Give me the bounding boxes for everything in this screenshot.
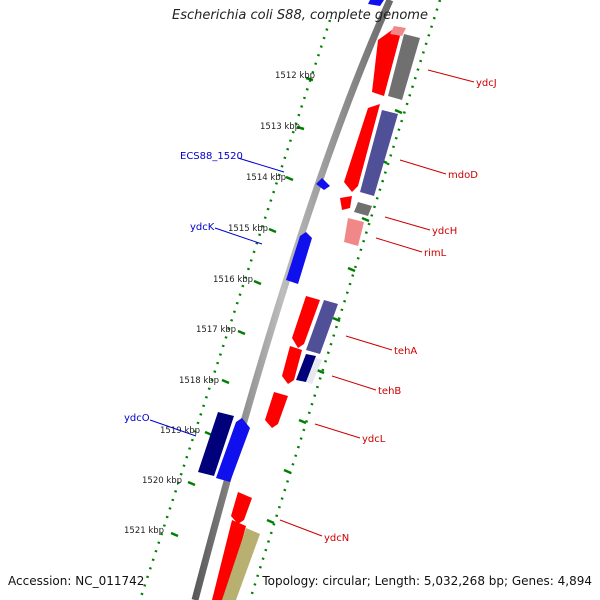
right-leader-lines — [279, 69, 475, 537]
gene-label-ydcJ: ydcJ — [476, 78, 497, 89]
gene-feature-tehB-white — [306, 358, 322, 384]
gene-label-tehA: tehA — [394, 346, 417, 357]
left-major-ticks — [170, 76, 314, 538]
forward-strand-features — [212, 30, 400, 600]
gene-label-ydcO: ydcO — [124, 413, 150, 424]
kbp-label: 1521 kbp — [124, 526, 164, 536]
gene-feature-tehB-red — [282, 346, 302, 384]
gene-feature-ydcN-red — [231, 492, 252, 524]
left-gene-labels: ECS88_1520 ydcK ydcO — [124, 151, 243, 424]
kbp-label: 1512 kbp — [275, 71, 315, 81]
left-leader-lines — [149, 157, 285, 437]
gene-feature-ydcO-dark — [198, 412, 234, 476]
gene-feature-ydcK — [286, 232, 312, 284]
kbp-label: 1518 kbp — [179, 376, 219, 386]
kbp-label: 1520 kbp — [142, 476, 182, 486]
gene-feature-rimL-pink — [344, 218, 364, 246]
gene-feature-ydcL-red — [265, 392, 288, 428]
accession-text: Accession: NC_011742 — [8, 574, 145, 588]
kbp-label: 1514 kbp — [246, 173, 286, 183]
gene-feature-bottom-olive — [222, 528, 260, 600]
gene-feature-bottom-red — [212, 520, 246, 600]
gene-feature-ydcJ-red — [372, 30, 400, 96]
gene-feature-ydcO-blue — [216, 418, 250, 482]
gene-feature-mdoD-red — [344, 104, 380, 192]
kbp-label: 1519 kbp — [160, 426, 200, 436]
gene-label-ydcH: ydcH — [432, 226, 457, 237]
gene-label-rimL: rimL — [424, 248, 447, 259]
gene-feature-tehA-red — [292, 296, 320, 348]
gene-feature-ydcH-red — [340, 196, 352, 210]
gene-feature-ECS88_1520 — [316, 178, 330, 190]
gene-label-tehB: tehB — [378, 386, 401, 397]
gene-label-ECS88_1520: ECS88_1520 — [180, 151, 243, 162]
kbp-label: 1513 kbp — [260, 122, 300, 132]
gene-feature-ydcJ-grey — [388, 34, 420, 100]
gene-feature-ydcJ-pink — [390, 26, 406, 36]
gene-label-mdoD: mdoD — [448, 170, 478, 181]
kbp-labels: 1512 kbp 1513 kbp 1514 kbp 1515 kbp 1516… — [124, 71, 315, 536]
kbp-label: 1516 kbp — [213, 275, 253, 285]
gene-feature-top-blue — [368, 0, 384, 6]
reverse-strand-features — [222, 26, 420, 600]
gene-label-ydcN: ydcN — [324, 533, 349, 544]
gene-feature-tehB-darkblue — [296, 354, 316, 382]
kbp-label: 1517 kbp — [196, 325, 236, 335]
right-gene-labels: ydcJ mdoD ydcH rimL tehA tehB ydcL ydcN — [324, 78, 497, 544]
map-title: Escherichia coli S88, complete genome — [172, 8, 428, 23]
genome-summary-text: Topology: circular; Length: 5,032,268 bp… — [262, 574, 592, 588]
gene-feature-ydcH-grey — [354, 202, 372, 216]
gene-feature-mdoD-slate — [360, 110, 398, 196]
gene-label-ydcL: ydcL — [362, 434, 386, 445]
kbp-label: 1515 kbp — [228, 224, 268, 234]
gene-feature-tehA-slate — [306, 300, 338, 354]
backbone-arc — [191, 0, 394, 600]
left-blue-features — [198, 0, 384, 482]
gene-label-ydcK: ydcK — [190, 222, 215, 233]
